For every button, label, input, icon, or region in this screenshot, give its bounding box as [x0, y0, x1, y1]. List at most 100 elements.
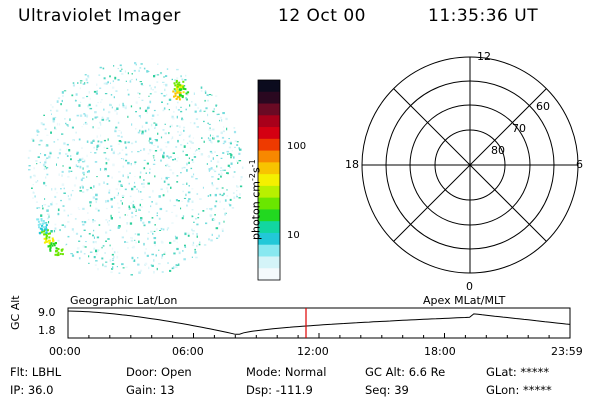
image-pixel — [92, 219, 94, 221]
colorbar-segment — [258, 115, 280, 128]
image-pixel — [55, 109, 59, 112]
image-pixel — [130, 237, 133, 239]
image-pixel — [160, 159, 162, 162]
image-pixel — [236, 141, 239, 143]
image-pixel — [118, 171, 121, 173]
image-pixel — [82, 97, 85, 99]
image-pixel — [199, 110, 202, 113]
image-pixel — [143, 179, 145, 181]
image-pixel — [227, 153, 229, 155]
image-pixel — [228, 138, 230, 140]
image-pixel — [238, 197, 241, 199]
image-pixel — [151, 264, 154, 267]
image-pixel — [182, 250, 184, 252]
colorbar-segment — [258, 185, 280, 199]
image-pixel — [213, 219, 216, 221]
image-pixel — [165, 164, 168, 167]
image-pixel — [60, 199, 62, 202]
image-pixel — [220, 175, 222, 178]
image-pixel — [45, 167, 48, 170]
image-pixel — [208, 238, 210, 241]
image-pixel — [158, 195, 161, 198]
image-pixel — [192, 241, 195, 244]
auroral-hotspot-pixel — [182, 91, 185, 94]
image-pixel — [163, 108, 165, 111]
image-pixel — [155, 139, 158, 142]
image-pixel — [125, 266, 128, 268]
image-pixel — [234, 140, 237, 142]
image-pixel — [150, 205, 152, 208]
image-pixel — [183, 197, 187, 199]
image-pixel — [223, 140, 227, 143]
image-pixel — [144, 262, 148, 266]
image-pixel — [59, 148, 62, 151]
image-pixel — [33, 167, 35, 170]
image-pixel — [31, 138, 34, 140]
image-pixel — [105, 231, 108, 234]
image-pixel — [63, 192, 66, 194]
image-pixel — [191, 101, 193, 103]
image-pixel — [175, 266, 178, 268]
auroral-hotspot-pixel — [178, 81, 181, 84]
image-pixel — [57, 212, 60, 216]
image-pixel — [194, 110, 197, 113]
image-pixel — [160, 227, 163, 230]
image-pixel — [209, 150, 213, 153]
image-pixel — [53, 230, 56, 233]
image-pixel — [193, 153, 196, 155]
image-pixel — [156, 228, 158, 231]
image-pixel — [76, 114, 79, 117]
auroral-hotspot-pixel — [55, 242, 57, 245]
image-pixel — [193, 122, 196, 125]
image-pixel — [180, 144, 183, 146]
image-pixel — [219, 200, 221, 203]
image-pixel — [141, 130, 144, 134]
image-pixel — [102, 263, 104, 267]
image-pixel — [79, 186, 81, 189]
image-pixel — [28, 169, 31, 171]
image-pixel — [200, 89, 203, 92]
image-pixel — [211, 94, 213, 96]
image-pixel — [94, 161, 98, 163]
image-pixel — [131, 256, 134, 260]
image-pixel — [156, 81, 159, 83]
image-pixel — [49, 151, 52, 153]
image-pixel — [71, 94, 74, 97]
image-pixel — [84, 246, 87, 248]
image-pixel — [38, 144, 41, 146]
image-pixel — [43, 114, 45, 116]
image-pixel — [164, 142, 167, 144]
image-pixel — [193, 173, 195, 176]
image-pixel — [27, 156, 30, 159]
image-pixel — [139, 203, 141, 207]
image-pixel — [223, 129, 225, 132]
image-pixel — [181, 217, 184, 220]
image-pixel — [216, 113, 219, 116]
image-pixel — [79, 114, 83, 117]
image-pixel — [233, 171, 236, 173]
image-pixel — [150, 123, 153, 127]
image-pixel — [85, 241, 87, 243]
image-pixel — [72, 139, 75, 142]
image-pixel — [133, 259, 136, 262]
image-pixel — [163, 107, 166, 110]
image-pixel — [140, 149, 142, 152]
image-pixel — [106, 199, 110, 203]
image-pixel — [209, 127, 211, 130]
image-pixel — [92, 139, 95, 142]
image-pixel — [121, 149, 124, 151]
image-pixel — [183, 166, 186, 169]
image-pixel — [119, 152, 121, 154]
image-pixel — [117, 79, 120, 81]
image-pixel — [208, 95, 210, 98]
auroral-hotspot-pixel — [54, 253, 57, 256]
image-pixel — [110, 82, 111, 84]
image-pixel — [144, 109, 148, 112]
auroral-hotspot-pixel — [57, 248, 60, 250]
image-pixel — [195, 217, 197, 220]
image-pixel — [207, 122, 209, 124]
image-pixel — [107, 221, 109, 224]
image-pixel — [74, 218, 77, 220]
image-pixel — [97, 127, 100, 129]
image-pixel — [181, 200, 183, 202]
